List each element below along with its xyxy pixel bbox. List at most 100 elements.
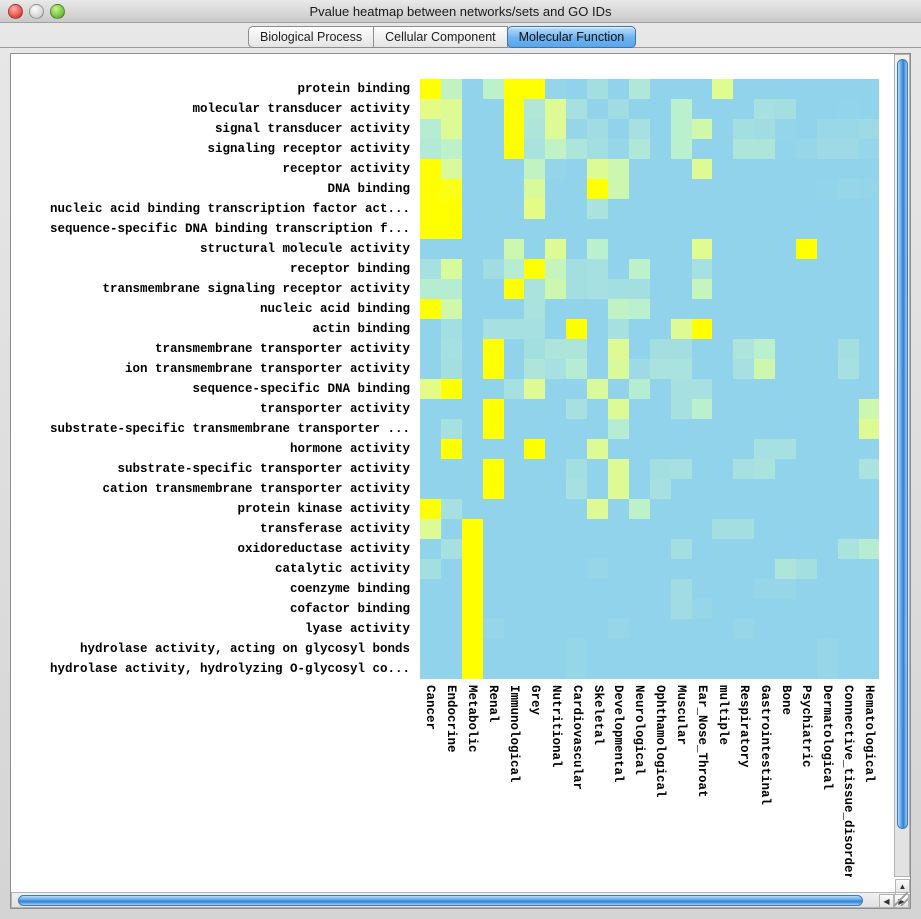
heatmap-cell[interactable] [628, 179, 650, 199]
heatmap-cell[interactable] [545, 99, 567, 119]
heatmap-cell[interactable] [796, 259, 817, 279]
heatmap-cell[interactable] [858, 99, 879, 119]
heatmap-cell[interactable] [691, 179, 713, 199]
heatmap-cell[interactable] [712, 559, 734, 579]
heatmap-cell[interactable] [566, 639, 588, 659]
heatmap-cell[interactable] [796, 519, 817, 539]
heatmap-cell[interactable] [420, 179, 441, 199]
heatmap-cell[interactable] [628, 659, 650, 679]
heatmap-cell[interactable] [670, 319, 692, 339]
heatmap-cell[interactable] [858, 579, 879, 599]
heatmap-cell[interactable] [649, 179, 671, 199]
heatmap-cell[interactable] [691, 439, 713, 459]
heatmap-cell[interactable] [503, 339, 525, 359]
heatmap-cell[interactable] [628, 219, 650, 239]
heatmap-cell[interactable] [837, 299, 859, 319]
heatmap-cell[interactable] [524, 199, 546, 219]
heatmap-cell[interactable] [461, 239, 483, 259]
heatmap-cell[interactable] [587, 179, 609, 199]
heatmap-cell[interactable] [545, 199, 567, 219]
heatmap-cell[interactable] [816, 319, 838, 339]
heatmap-cell[interactable] [420, 279, 441, 299]
heatmap-cell[interactable] [796, 99, 817, 119]
heatmap-cell[interactable] [816, 559, 838, 579]
heatmap-cell[interactable] [566, 659, 588, 679]
heatmap-cell[interactable] [524, 419, 546, 439]
heatmap-cell[interactable] [608, 659, 629, 679]
heatmap-cell[interactable] [712, 179, 734, 199]
heatmap-cell[interactable] [837, 399, 859, 419]
heatmap-cell[interactable] [754, 599, 776, 619]
heatmap-cell[interactable] [649, 159, 671, 179]
heatmap-cell[interactable] [754, 479, 776, 499]
heatmap-cell[interactable] [712, 319, 734, 339]
heatmap-cell[interactable] [461, 559, 483, 579]
heatmap-cell[interactable] [482, 639, 504, 659]
heatmap-cell[interactable] [587, 339, 609, 359]
heatmap-cell[interactable] [628, 359, 650, 379]
heatmap-cell[interactable] [566, 339, 588, 359]
heatmap-cell[interactable] [691, 519, 713, 539]
heatmap-cell[interactable] [628, 99, 650, 119]
heatmap-cell[interactable] [524, 239, 546, 259]
heatmap-cell[interactable] [524, 279, 546, 299]
heatmap-cell[interactable] [503, 279, 525, 299]
heatmap-cell[interactable] [796, 399, 817, 419]
heatmap-cell[interactable] [837, 179, 859, 199]
heatmap-cell[interactable] [461, 599, 483, 619]
heatmap-cell[interactable] [420, 79, 441, 99]
heatmap-cell[interactable] [837, 139, 859, 159]
heatmap-cell[interactable] [461, 639, 483, 659]
tab-molecular-function[interactable]: Molecular Function [506, 26, 637, 48]
heatmap-cell[interactable] [649, 379, 671, 399]
heatmap-cell[interactable] [796, 659, 817, 679]
heatmap-cell[interactable] [566, 459, 588, 479]
heatmap-cell[interactable] [524, 439, 546, 459]
heatmap-cell[interactable] [733, 559, 755, 579]
heatmap-cell[interactable] [837, 99, 859, 119]
heatmap-cell[interactable] [649, 439, 671, 459]
heatmap-cell[interactable] [733, 99, 755, 119]
heatmap-cell[interactable] [587, 619, 609, 639]
heatmap-cell[interactable] [670, 519, 692, 539]
heatmap-cell[interactable] [691, 139, 713, 159]
heatmap-cell[interactable] [733, 299, 755, 319]
heatmap-cell[interactable] [837, 619, 859, 639]
heatmap-cell[interactable] [608, 519, 629, 539]
heatmap-cell[interactable] [461, 419, 483, 439]
heatmap-cell[interactable] [858, 199, 879, 219]
heatmap-cell[interactable] [482, 359, 504, 379]
heatmap-cell[interactable] [587, 279, 609, 299]
heatmap-cell[interactable] [628, 459, 650, 479]
heatmap-cell[interactable] [691, 259, 713, 279]
heatmap-cell[interactable] [587, 79, 609, 99]
heatmap-cell[interactable] [837, 659, 859, 679]
scroll-left-button[interactable]: ◀ [879, 894, 894, 908]
heatmap-cell[interactable] [461, 399, 483, 419]
heatmap-cell[interactable] [524, 379, 546, 399]
heatmap-cell[interactable] [503, 539, 525, 559]
heatmap-cell[interactable] [503, 559, 525, 579]
heatmap-cell[interactable] [712, 579, 734, 599]
heatmap-cell[interactable] [837, 599, 859, 619]
heatmap-cell[interactable] [754, 319, 776, 339]
heatmap-cell[interactable] [733, 119, 755, 139]
heatmap-cell[interactable] [587, 119, 609, 139]
heatmap-cell[interactable] [649, 359, 671, 379]
heatmap-cell[interactable] [482, 479, 504, 499]
heatmap-cell[interactable] [608, 319, 629, 339]
heatmap-cell[interactable] [524, 139, 546, 159]
heatmap-cell[interactable] [566, 539, 588, 559]
heatmap-cell[interactable] [712, 619, 734, 639]
heatmap-cell[interactable] [608, 399, 629, 419]
heatmap-cell[interactable] [482, 439, 504, 459]
heatmap-cell[interactable] [670, 359, 692, 379]
heatmap-cell[interactable] [566, 359, 588, 379]
heatmap-cell[interactable] [858, 119, 879, 139]
heatmap-cell[interactable] [754, 99, 776, 119]
heatmap-cell[interactable] [649, 459, 671, 479]
heatmap-cell[interactable] [545, 479, 567, 499]
heatmap-cell[interactable] [524, 319, 546, 339]
heatmap-cell[interactable] [524, 119, 546, 139]
heatmap-cell[interactable] [524, 179, 546, 199]
